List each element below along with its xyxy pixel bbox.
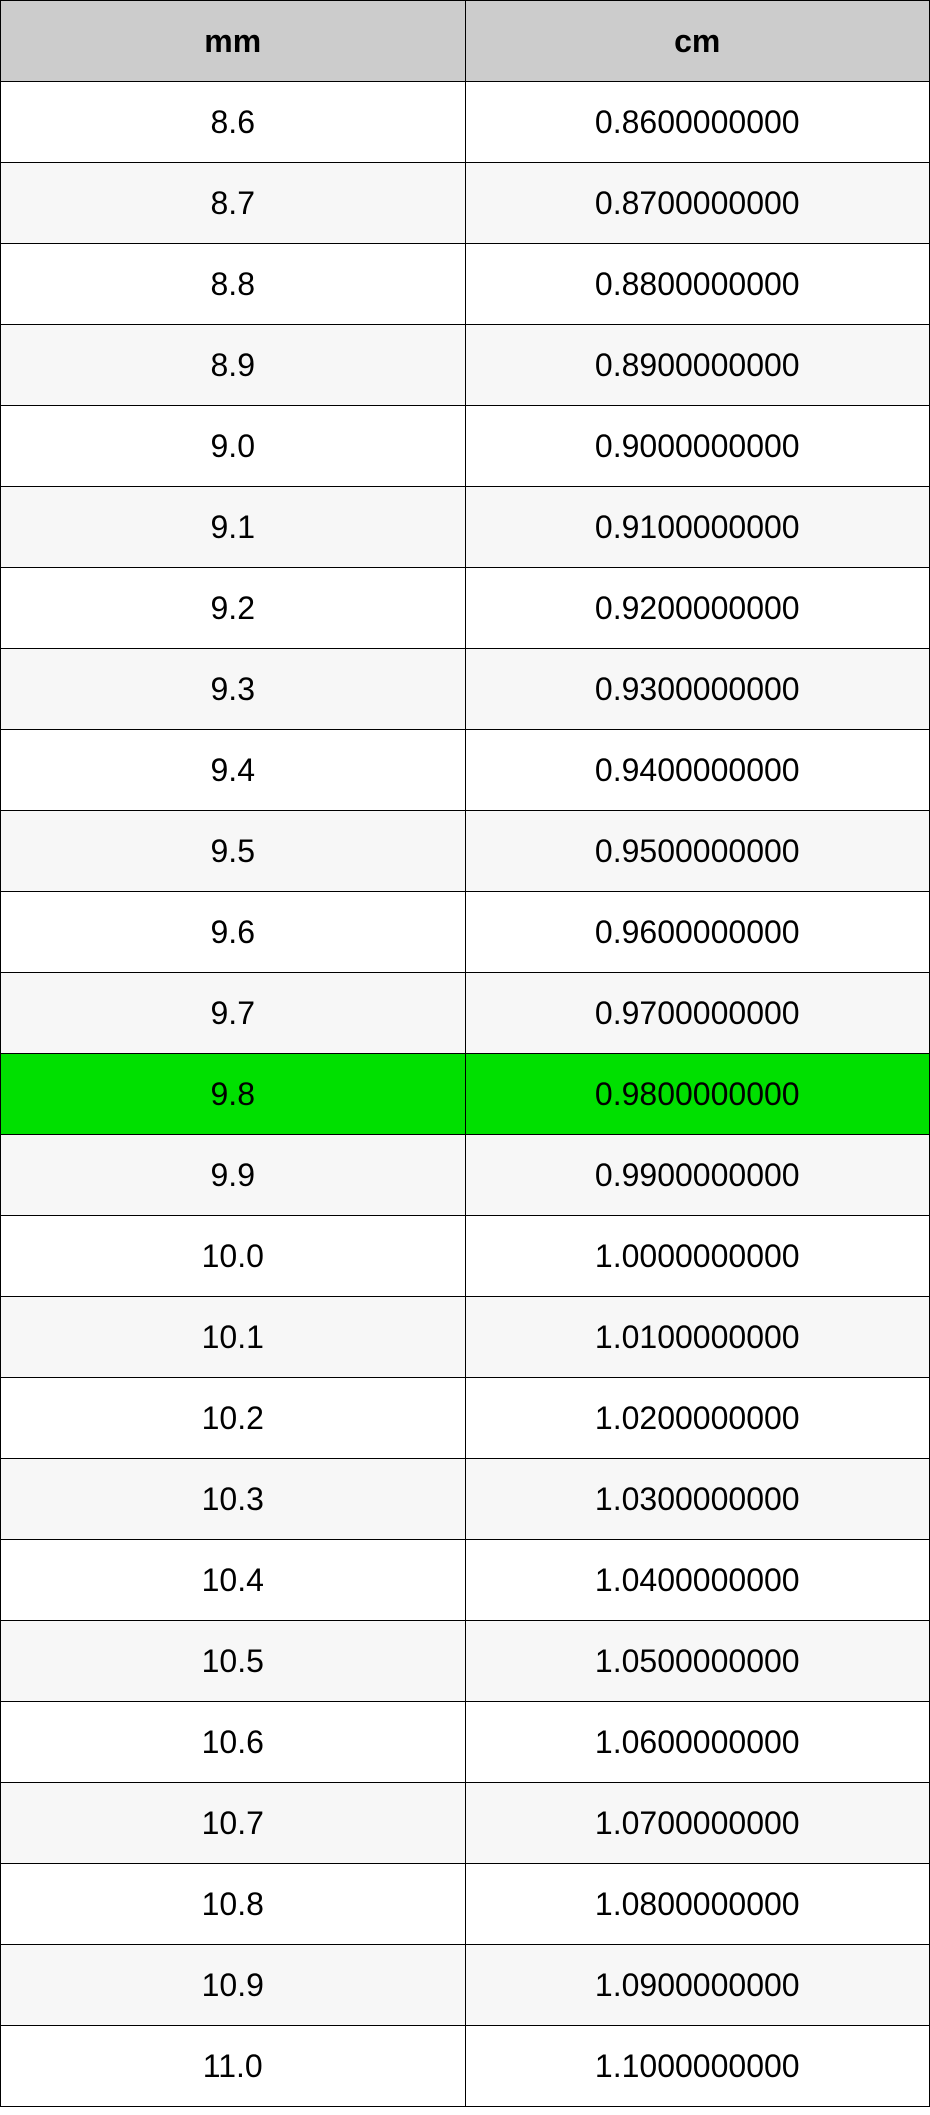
- table-row: 9.90.9900000000: [1, 1135, 930, 1216]
- cell-mm: 9.6: [1, 892, 466, 973]
- column-header-mm: mm: [1, 1, 466, 82]
- cell-cm: 1.0500000000: [465, 1621, 930, 1702]
- table-row: 10.31.0300000000: [1, 1459, 930, 1540]
- cell-mm: 10.4: [1, 1540, 466, 1621]
- cell-mm: 9.5: [1, 811, 466, 892]
- table-row: 10.91.0900000000: [1, 1945, 930, 2026]
- table-row: 10.21.0200000000: [1, 1378, 930, 1459]
- cell-cm: 0.9000000000: [465, 406, 930, 487]
- cell-mm: 9.9: [1, 1135, 466, 1216]
- cell-cm: 1.0700000000: [465, 1783, 930, 1864]
- table-row: 10.41.0400000000: [1, 1540, 930, 1621]
- cell-mm: 9.3: [1, 649, 466, 730]
- cell-mm: 10.9: [1, 1945, 466, 2026]
- cell-cm: 1.0000000000: [465, 1216, 930, 1297]
- table-header: mm cm: [1, 1, 930, 82]
- table-row: 10.61.0600000000: [1, 1702, 930, 1783]
- table-row: 9.70.9700000000: [1, 973, 930, 1054]
- table-row: 9.80.9800000000: [1, 1054, 930, 1135]
- table-row: 8.60.8600000000: [1, 82, 930, 163]
- table-header-row: mm cm: [1, 1, 930, 82]
- cell-mm: 8.7: [1, 163, 466, 244]
- cell-cm: 0.9900000000: [465, 1135, 930, 1216]
- cell-mm: 8.9: [1, 325, 466, 406]
- table-row: 9.10.9100000000: [1, 487, 930, 568]
- cell-cm: 1.0200000000: [465, 1378, 930, 1459]
- table-row: 9.30.9300000000: [1, 649, 930, 730]
- cell-mm: 9.4: [1, 730, 466, 811]
- conversion-table: mm cm 8.60.86000000008.70.87000000008.80…: [0, 0, 930, 2107]
- cell-mm: 8.6: [1, 82, 466, 163]
- cell-cm: 0.9200000000: [465, 568, 930, 649]
- table-row: 8.80.8800000000: [1, 244, 930, 325]
- cell-cm: 0.8600000000: [465, 82, 930, 163]
- cell-mm: 10.8: [1, 1864, 466, 1945]
- cell-cm: 0.9400000000: [465, 730, 930, 811]
- cell-cm: 0.9700000000: [465, 973, 930, 1054]
- cell-mm: 8.8: [1, 244, 466, 325]
- cell-cm: 0.9300000000: [465, 649, 930, 730]
- table-row: 8.90.8900000000: [1, 325, 930, 406]
- table-row: 10.11.0100000000: [1, 1297, 930, 1378]
- table-row: 10.51.0500000000: [1, 1621, 930, 1702]
- table-row: 9.20.9200000000: [1, 568, 930, 649]
- cell-mm: 9.1: [1, 487, 466, 568]
- cell-mm: 10.0: [1, 1216, 466, 1297]
- table-row: 9.60.9600000000: [1, 892, 930, 973]
- table-row: 8.70.8700000000: [1, 163, 930, 244]
- cell-cm: 1.0800000000: [465, 1864, 930, 1945]
- cell-mm: 9.0: [1, 406, 466, 487]
- table-body: 8.60.86000000008.70.87000000008.80.88000…: [1, 82, 930, 2107]
- table-row: 9.00.9000000000: [1, 406, 930, 487]
- cell-cm: 0.9500000000: [465, 811, 930, 892]
- conversion-table-container: mm cm 8.60.86000000008.70.87000000008.80…: [0, 0, 930, 2107]
- cell-cm: 0.8800000000: [465, 244, 930, 325]
- cell-mm: 10.7: [1, 1783, 466, 1864]
- column-header-cm: cm: [465, 1, 930, 82]
- table-row: 11.01.1000000000: [1, 2026, 930, 2107]
- cell-cm: 0.8900000000: [465, 325, 930, 406]
- cell-cm: 0.9800000000: [465, 1054, 930, 1135]
- cell-mm: 10.2: [1, 1378, 466, 1459]
- cell-mm: 9.8: [1, 1054, 466, 1135]
- cell-cm: 1.0900000000: [465, 1945, 930, 2026]
- table-row: 10.71.0700000000: [1, 1783, 930, 1864]
- cell-mm: 10.1: [1, 1297, 466, 1378]
- cell-cm: 1.0100000000: [465, 1297, 930, 1378]
- cell-mm: 10.5: [1, 1621, 466, 1702]
- cell-cm: 0.9100000000: [465, 487, 930, 568]
- cell-cm: 1.1000000000: [465, 2026, 930, 2107]
- table-row: 10.01.0000000000: [1, 1216, 930, 1297]
- cell-cm: 1.0400000000: [465, 1540, 930, 1621]
- cell-cm: 1.0300000000: [465, 1459, 930, 1540]
- cell-mm: 10.6: [1, 1702, 466, 1783]
- cell-mm: 9.2: [1, 568, 466, 649]
- table-row: 10.81.0800000000: [1, 1864, 930, 1945]
- cell-mm: 9.7: [1, 973, 466, 1054]
- cell-cm: 0.8700000000: [465, 163, 930, 244]
- cell-mm: 10.3: [1, 1459, 466, 1540]
- cell-cm: 0.9600000000: [465, 892, 930, 973]
- cell-cm: 1.0600000000: [465, 1702, 930, 1783]
- table-row: 9.40.9400000000: [1, 730, 930, 811]
- table-row: 9.50.9500000000: [1, 811, 930, 892]
- cell-mm: 11.0: [1, 2026, 466, 2107]
